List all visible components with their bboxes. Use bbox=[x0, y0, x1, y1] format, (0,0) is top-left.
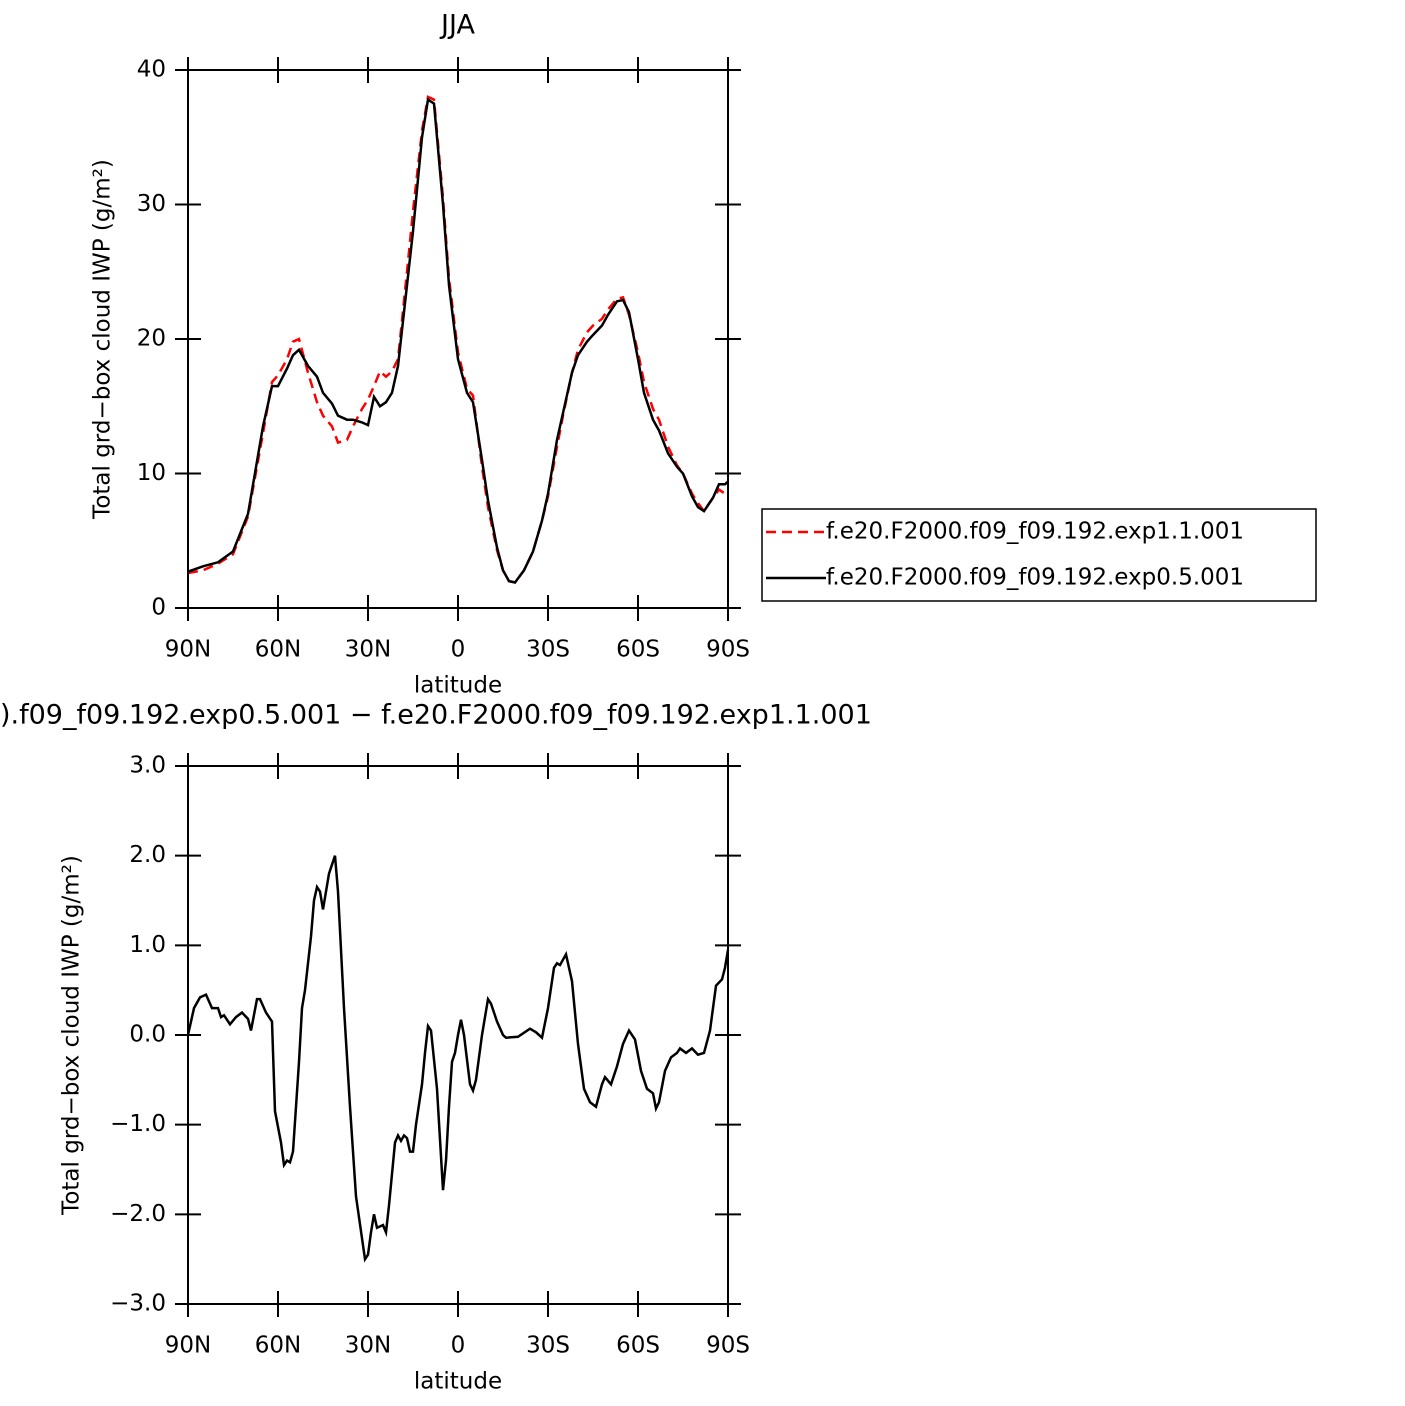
x-tick-label: 60S bbox=[616, 637, 660, 663]
y-tick-label: 0 bbox=[151, 595, 166, 621]
x-tick-label: 90S bbox=[706, 1333, 750, 1359]
series-line bbox=[187, 97, 729, 584]
legend-label: f.e20.F2000.f09_f09.192.exp0.5.001 bbox=[826, 565, 1244, 591]
x-tick-label: 30S bbox=[526, 637, 570, 663]
x-axis-label: latitude bbox=[414, 673, 502, 699]
x-tick-label: 30S bbox=[526, 1333, 570, 1359]
y-tick-label: −3.0 bbox=[110, 1291, 166, 1317]
y-tick-label: 0.0 bbox=[129, 1022, 166, 1048]
y-axis-label: Total grd−box cloud IWP (g/m²) bbox=[59, 855, 85, 1216]
x-tick-label: 90N bbox=[165, 637, 211, 663]
x-tick-label: 90S bbox=[706, 637, 750, 663]
y-tick-label: 2.0 bbox=[129, 842, 166, 868]
series-line bbox=[186, 855, 730, 1263]
y-tick-label: 3.0 bbox=[129, 753, 166, 779]
x-tick-label: 60N bbox=[255, 637, 301, 663]
y-tick-label: −2.0 bbox=[110, 1201, 166, 1227]
plot-frame bbox=[187, 69, 729, 609]
chart-title: JJA bbox=[439, 10, 475, 41]
x-tick-label: 30N bbox=[345, 637, 391, 663]
y-tick-label: 1.0 bbox=[129, 932, 166, 958]
y-axis-label: Total grd−box cloud IWP (g/m²) bbox=[90, 159, 116, 520]
x-tick-label: 60N bbox=[255, 1333, 301, 1359]
x-tick-label: 90N bbox=[165, 1333, 211, 1359]
legend-box bbox=[761, 508, 1317, 602]
series-line bbox=[187, 95, 728, 584]
legend-label: f.e20.F2000.f09_f09.192.exp1.1.001 bbox=[826, 519, 1244, 545]
legend: f.e20.F2000.f09_f09.192.exp1.1.001 f.e20.… bbox=[761, 508, 1317, 602]
y-tick-label: 20 bbox=[137, 326, 166, 352]
y-tick-label: −1.0 bbox=[110, 1111, 166, 1137]
x-tick-label: 0 bbox=[451, 637, 466, 663]
y-tick-label: 30 bbox=[137, 191, 166, 217]
x-tick-label: 30N bbox=[345, 1333, 391, 1359]
x-axis-label: latitude bbox=[414, 1369, 502, 1395]
y-tick-label: 40 bbox=[137, 57, 166, 83]
x-tick-label: 0 bbox=[451, 1333, 466, 1359]
chart-title: ).f09_f09.192.exp0.5.001 − f.e20.F2000.f… bbox=[0, 700, 872, 731]
x-tick-label: 60S bbox=[616, 1333, 660, 1359]
y-tick-label: 10 bbox=[137, 460, 166, 486]
